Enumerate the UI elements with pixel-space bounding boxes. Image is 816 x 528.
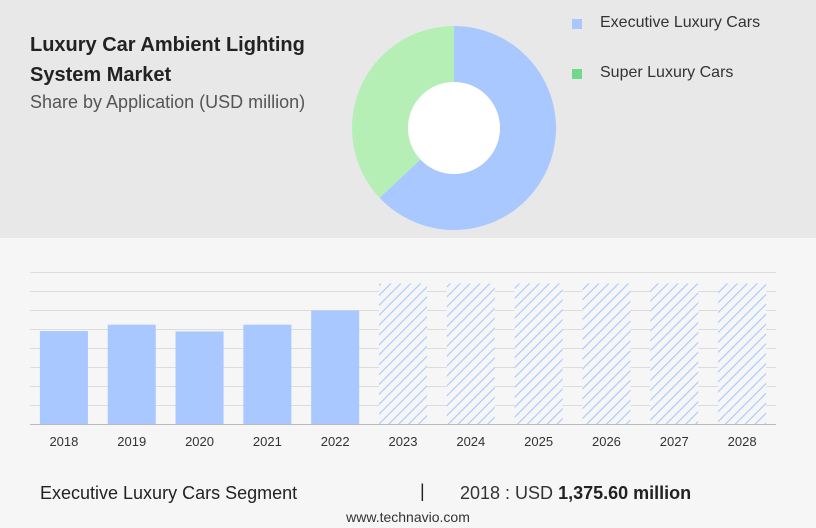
legend-label-super: Super Luxury Cars [600,64,734,81]
legend-swatch-executive [572,19,582,29]
legend-item-super: Super Luxury Cars [572,62,792,86]
bar-chart: 2018 2019 2020 2021 2022 2023 2024 2025 2026 2027… [30,272,776,449]
forecast-bar-2026 [582,283,631,424]
bar-2018 [39,331,88,424]
x-tick-label-2026: 2026 [592,434,621,449]
forecast-bar-2025 [514,283,563,424]
bar-2020 [175,331,224,424]
donut-chart [352,26,556,230]
chart-title: Luxury Car Ambient Lighting System Marke… [30,34,305,86]
x-tick-label-2022: 2022 [321,434,350,449]
forecast-bar-2028 [718,283,767,424]
donut-hole [408,82,500,174]
forecast-bar-2027 [650,283,699,424]
x-tick-label-2018: 2018 [49,434,78,449]
x-tick-label-2024: 2024 [456,434,485,449]
footer-separator: | [420,481,425,501]
legend-swatch-super [572,69,582,79]
bar-2021 [243,324,292,424]
legend-label-executive: Executive Luxury Cars [600,14,761,31]
forecast-bar-2024 [446,283,495,424]
donut-slice-1 [352,26,454,198]
x-tick-label-2020: 2020 [185,434,214,449]
chart-subtitle: Share by Application (USD million) [30,92,306,112]
footer-segment-label: Executive Luxury Cars Segment [40,483,298,503]
x-tick-label-2019: 2019 [117,434,146,449]
footer-value-prefix: 2018 : USD [460,483,554,503]
donut-slice-0 [379,26,556,230]
x-tick-label-2025: 2025 [524,434,553,449]
forecast-bar-2023 [379,283,427,424]
x-tick-label-2023: 2023 [389,434,418,449]
site-url: www.technavio.com [346,509,470,525]
footer-value: 2018 : USD 1,375.60 million [460,483,691,504]
bar-2019 [107,324,156,424]
footer-value-amount: 1,375.60 million [558,483,692,503]
x-tick-label-2028: 2028 [728,434,757,449]
x-tick-label-2021: 2021 [253,434,282,449]
legend-item-executive: Executive Luxury Cars [572,12,792,36]
x-tick-label-2027: 2027 [660,434,689,449]
bar-2022 [311,310,360,424]
